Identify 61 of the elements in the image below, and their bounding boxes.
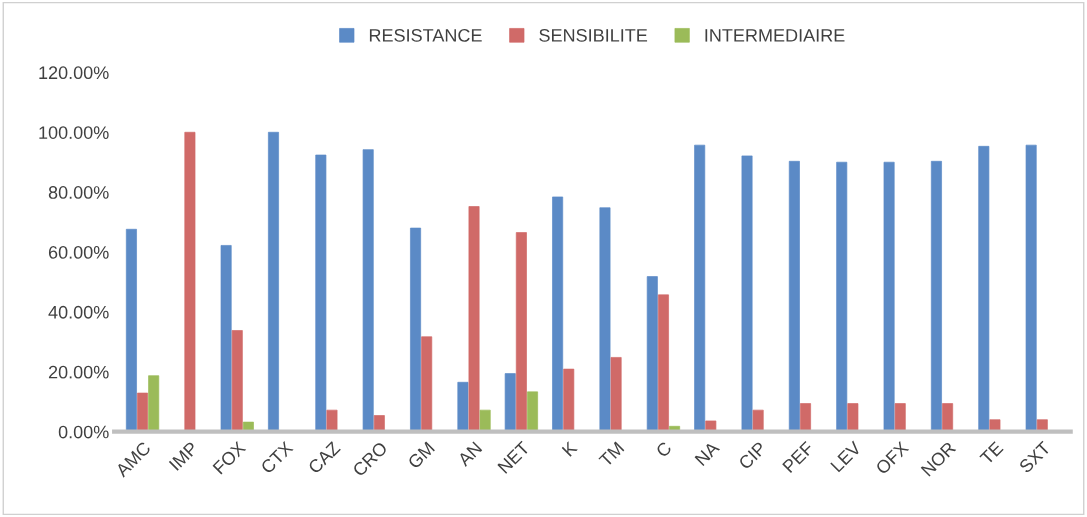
bar: [694, 144, 706, 432]
bar: [989, 419, 1001, 432]
bar: [184, 131, 196, 432]
x-tick-label: TE: [979, 441, 1004, 466]
x-tick-label: TM: [598, 441, 625, 468]
bar: [800, 403, 811, 432]
bar: [1036, 419, 1048, 432]
bar: [942, 403, 954, 432]
bar: [610, 357, 622, 432]
bar: [315, 154, 327, 432]
legend-label: SENSIBILITE: [539, 29, 648, 42]
y-tick-label: 100.00%: [39, 126, 109, 139]
x-tick-label: AN: [456, 441, 483, 467]
bar: [705, 420, 717, 432]
y-tick-label: 20.00%: [48, 365, 109, 379]
x-tick-label: K: [561, 440, 578, 457]
x-tick-label: C: [655, 440, 673, 458]
bar: [137, 392, 149, 432]
y-tick-label: 80.00%: [48, 186, 109, 199]
bar: [752, 409, 764, 432]
legend-label: RESISTANCE: [369, 29, 482, 42]
bar: [220, 245, 232, 432]
bar: [646, 276, 658, 432]
bar: [599, 207, 611, 432]
y-tick-label: 40.00%: [48, 305, 109, 319]
bar: [657, 294, 669, 432]
bar: [125, 228, 137, 432]
bar: [373, 415, 385, 432]
bar: [148, 375, 160, 432]
bar: [894, 403, 906, 432]
bar: [479, 409, 491, 432]
bar: [457, 381, 469, 432]
x-tick-label: GM: [407, 441, 436, 470]
x-tick-label: IMP: [168, 441, 199, 471]
bar: [788, 160, 800, 432]
bar: [410, 227, 422, 432]
bar: [362, 149, 374, 432]
bar: [504, 373, 516, 432]
bar: [847, 403, 859, 432]
bar: [1025, 144, 1037, 432]
bar: [515, 232, 527, 432]
x-tick-label: CIP: [737, 441, 767, 471]
y-tick-label: 120.00%: [39, 66, 109, 80]
bar: [421, 336, 433, 432]
legend-label: INTERMEDIAIRE: [705, 29, 845, 42]
bar: [930, 160, 942, 432]
bar: [563, 368, 575, 432]
bar: [836, 161, 848, 432]
x-tick-label: NA: [694, 440, 721, 466]
bar: [326, 409, 338, 432]
bar: [242, 421, 254, 432]
bar: [978, 145, 990, 432]
bar: [268, 131, 279, 432]
bar: [231, 330, 243, 432]
bar: [468, 206, 480, 432]
bar: [741, 155, 753, 432]
bar: [527, 391, 538, 432]
y-tick-label: 0.00%: [58, 425, 109, 439]
y-tick-label: 60.00%: [48, 245, 109, 259]
bar: [552, 196, 564, 432]
bar: [883, 161, 895, 432]
